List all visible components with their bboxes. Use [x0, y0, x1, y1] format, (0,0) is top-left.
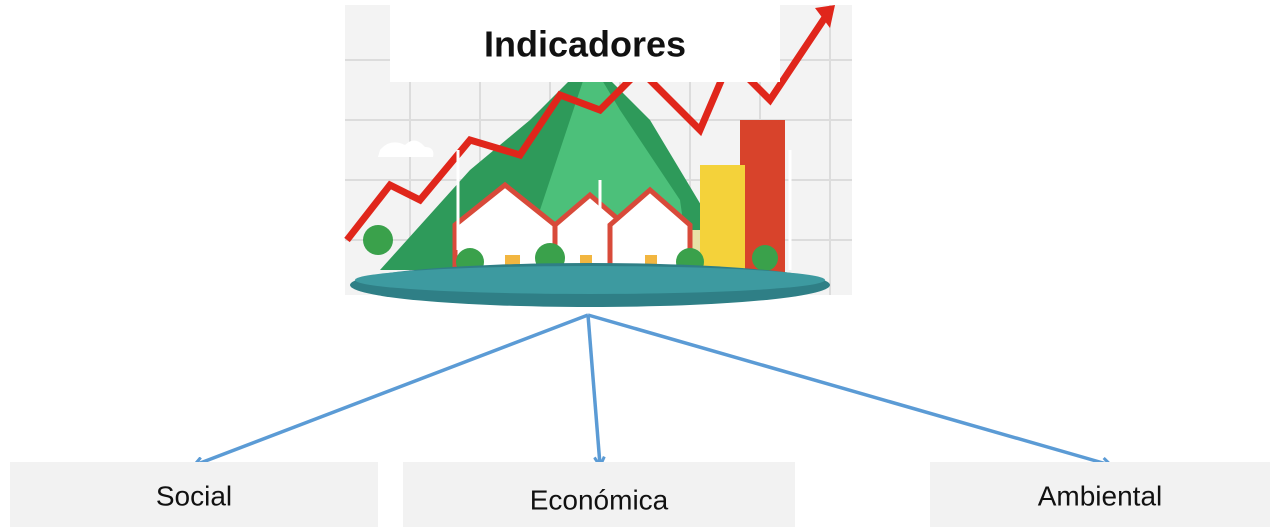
- arrow: [586, 314, 600, 465]
- node-box: [10, 462, 378, 527]
- node-label: Económica: [530, 484, 669, 515]
- node-label: Ambiental: [1038, 480, 1163, 511]
- title: Indicadores: [484, 24, 686, 65]
- arrow: [587, 313, 1110, 465]
- arrows: [195, 313, 1110, 465]
- arrow: [195, 313, 589, 465]
- node-box: [403, 462, 795, 527]
- node-label: Social: [156, 480, 232, 511]
- node-box: [930, 462, 1270, 527]
- title-box: [390, 5, 780, 82]
